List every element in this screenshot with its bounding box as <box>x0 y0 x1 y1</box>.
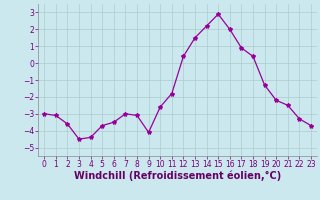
X-axis label: Windchill (Refroidissement éolien,°C): Windchill (Refroidissement éolien,°C) <box>74 171 281 181</box>
